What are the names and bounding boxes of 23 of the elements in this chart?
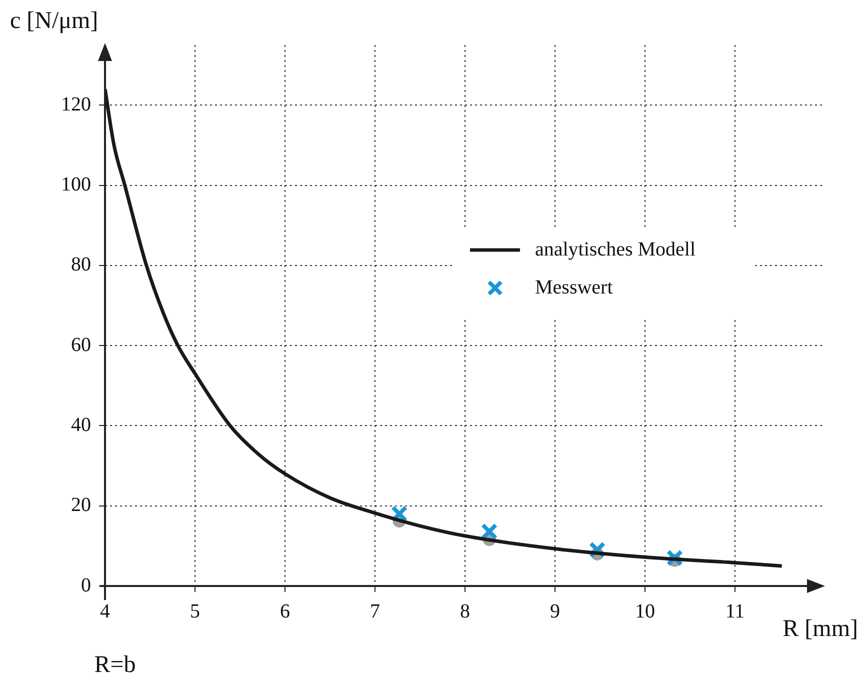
y-tick-label: 20 [71,494,91,516]
point [480,523,498,540]
x-tick-label: 9 [550,600,560,622]
x-tick-label: 6 [280,600,290,622]
y-axis-title: c [N/μm] [10,8,98,34]
y-tick-label: 80 [71,254,91,276]
x-tick-label: 4 [100,600,110,622]
y-tick-label: 40 [71,414,91,436]
x-axis-title: R [mm] [782,616,858,642]
y-tick-label: 120 [61,93,91,116]
legend-label: analytisches Modell [535,238,696,260]
x-tick-label: 5 [190,600,200,622]
y-tick-label: 100 [61,174,91,196]
line-series [105,87,784,568]
point [390,506,408,522]
x-tick-label: 7 [370,600,380,622]
x-tick-label: 8 [460,600,470,622]
legend-label: Messwert [535,276,614,298]
text: R=b [94,652,136,678]
y-tick-label: 60 [71,334,91,356]
x-tick-label: 10 [635,600,655,622]
x-tick-label: 11 [725,600,745,622]
y-tick-label: 0 [81,574,91,596]
